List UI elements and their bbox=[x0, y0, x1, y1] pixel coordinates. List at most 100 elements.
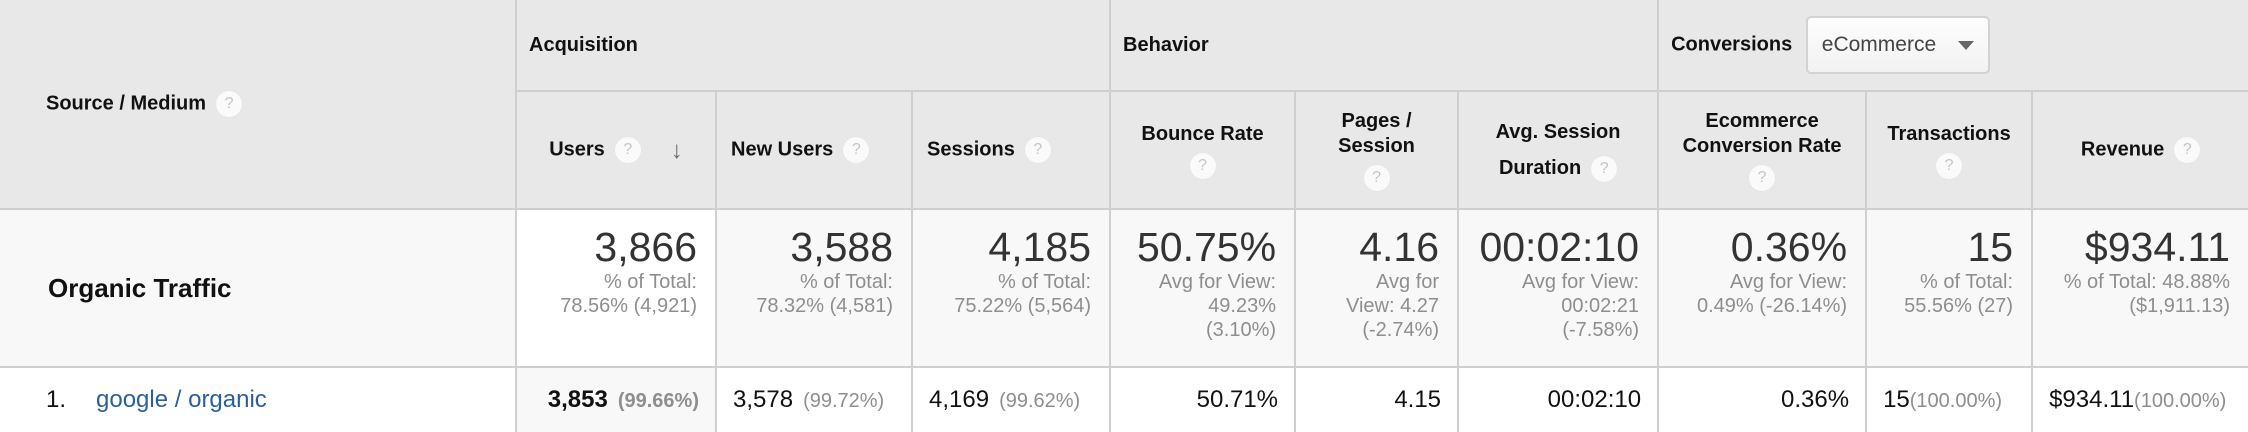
source-medium-link[interactable]: google / organic bbox=[96, 386, 267, 413]
source-medium-label: Source / Medium bbox=[46, 92, 207, 115]
cell-new-users: 3,578 (99.72%) bbox=[715, 366, 913, 432]
cell-value: 3,853 bbox=[547, 386, 608, 413]
new-users-label: New Users bbox=[731, 138, 834, 161]
column-header-row: Users? ↓ New Users? Sessions? Bounce Rate… bbox=[0, 90, 2248, 210]
column-header-pages-session[interactable]: Pages / Session ? bbox=[1294, 90, 1460, 210]
column-header-new-users[interactable]: New Users? bbox=[715, 90, 913, 210]
total-avg-session-duration: 00:02:10 Avg for View: 00:02:21 (-7.58%) bbox=[1457, 208, 1660, 368]
avg-duration-label-line1: Avg. Session bbox=[1495, 121, 1621, 143]
conversions-label: Conversions bbox=[1671, 33, 1793, 56]
cell-value: 15 bbox=[1883, 386, 1910, 413]
total-caption: (-7.58%) bbox=[1562, 319, 1640, 341]
total-new-users: 3,588 % of Total: 78.32% (4,581) bbox=[715, 208, 913, 368]
avg-duration-label-line2: Duration bbox=[1498, 157, 1582, 179]
help-icon[interactable]: ? bbox=[1363, 165, 1390, 191]
total-value: 15 bbox=[1967, 224, 2014, 270]
group-header-behavior: Behavior bbox=[1109, 0, 1660, 92]
pages-session-label-line1: Pages / bbox=[1341, 110, 1412, 132]
total-caption: 55.56% (27) bbox=[1904, 295, 2014, 317]
total-caption: View: 4.27 bbox=[1346, 295, 1440, 317]
cell-bounce-rate: 50.71% bbox=[1109, 366, 1297, 432]
total-caption: % of Total: bbox=[998, 271, 1092, 293]
segment-name: Organic Traffic bbox=[0, 208, 517, 368]
conversions-dropdown[interactable]: eCommerce bbox=[1805, 16, 1990, 74]
group-header-row: Source / Medium? Acquisition Behavior Co… bbox=[0, 0, 2248, 210]
total-transactions: 15 % of Total: 55.56% (27) bbox=[1865, 208, 2034, 368]
total-sessions: 4,185 % of Total: 75.22% (5,564) bbox=[910, 208, 1112, 368]
cell-value: $934.11 bbox=[2049, 386, 2135, 413]
help-icon[interactable]: ? bbox=[1591, 155, 1618, 182]
column-header-revenue[interactable]: Revenue? bbox=[2031, 90, 2248, 210]
column-header-bounce-rate[interactable]: Bounce Rate ? bbox=[1109, 90, 1297, 210]
revenue-label: Revenue bbox=[2080, 138, 2165, 161]
conversions-dropdown-value: eCommerce bbox=[1821, 33, 1937, 56]
total-caption: 78.56% (4,921) bbox=[560, 295, 697, 317]
total-caption: % of Total: bbox=[799, 271, 893, 293]
column-header-users[interactable]: Users? ↓ bbox=[516, 90, 717, 210]
cell-sessions: 4,169 (99.62%) bbox=[910, 366, 1112, 432]
total-caption: Avg for View: bbox=[1729, 271, 1848, 293]
total-caption: (-2.74%) bbox=[1362, 319, 1440, 341]
total-caption: 75.22% (5,564) bbox=[954, 295, 1092, 317]
total-caption: % of Total: 48.88% bbox=[2063, 271, 2231, 293]
sessions-label: Sessions bbox=[927, 138, 1015, 161]
help-icon[interactable]: ? bbox=[2174, 137, 2201, 163]
total-caption: 78.32% (4,581) bbox=[756, 295, 893, 317]
group-header-acquisition: Acquisition bbox=[514, 0, 1112, 92]
help-icon[interactable]: ? bbox=[843, 137, 870, 163]
total-value: $934.11 bbox=[2084, 224, 2231, 270]
total-caption: Avg for bbox=[1376, 271, 1440, 293]
column-header-transactions[interactable]: Transactions ? bbox=[1865, 90, 2034, 210]
cell-transactions: 15(100.00%) bbox=[1865, 366, 2034, 432]
help-icon[interactable]: ? bbox=[1749, 165, 1776, 191]
total-ecommerce-conversion-rate: 0.36% Avg for View: 0.49% (-26.14%) bbox=[1657, 208, 1868, 368]
help-icon[interactable]: ? bbox=[1189, 152, 1216, 179]
total-value: 0.36% bbox=[1730, 224, 1848, 270]
totals-row: Organic Traffic 3,866 % of Total: 78.56%… bbox=[0, 208, 2248, 368]
total-value: 50.75% bbox=[1136, 224, 1277, 270]
sort-descending-icon[interactable]: ↓ bbox=[670, 136, 683, 164]
help-icon[interactable]: ? bbox=[1024, 137, 1051, 163]
group-header-conversions: Conversions eCommerce bbox=[1657, 0, 2248, 92]
total-value: 4,185 bbox=[988, 224, 1092, 270]
cell-percent: (99.66%) bbox=[617, 390, 699, 412]
total-caption: % of Total: bbox=[1920, 271, 2014, 293]
ecom-rate-label-line1: Ecommerce bbox=[1705, 110, 1819, 132]
total-caption: Avg for View: bbox=[1521, 271, 1640, 293]
total-caption: Avg for View: bbox=[1158, 271, 1277, 293]
total-bounce-rate: 50.75% Avg for View: 49.23% (3.10%) bbox=[1109, 208, 1297, 368]
bounce-rate-label: Bounce Rate bbox=[1141, 122, 1264, 145]
users-label: Users bbox=[549, 138, 605, 161]
transactions-label: Transactions bbox=[1887, 122, 2011, 145]
total-caption: 0.49% (-26.14%) bbox=[1696, 295, 1848, 317]
total-users: 3,866 % of Total: 78.56% (4,921) bbox=[515, 208, 717, 368]
ecom-rate-label-line2: Conversion Rate bbox=[1682, 135, 1842, 157]
row-source-medium: 1. google / organic bbox=[0, 366, 517, 432]
cell-value: 4,169 bbox=[929, 386, 990, 413]
total-caption: (3.10%) bbox=[1206, 319, 1277, 341]
help-icon[interactable]: ? bbox=[614, 137, 641, 163]
help-icon[interactable]: ? bbox=[1936, 152, 1963, 179]
total-caption: % of Total: bbox=[603, 271, 697, 293]
total-pages-session: 4.16 Avg for View: 4.27 (-2.74%) bbox=[1294, 208, 1460, 368]
cell-percent: (100.00%) bbox=[1909, 390, 2003, 412]
cell-avg-session-duration: 00:02:10 bbox=[1457, 366, 1660, 432]
total-revenue: $934.11 % of Total: 48.88% ($1,911.13) bbox=[2031, 208, 2248, 368]
help-icon[interactable]: ? bbox=[216, 91, 243, 117]
cell-users: 3,853 (99.66%) bbox=[515, 366, 717, 432]
total-value: 3,866 bbox=[594, 224, 697, 270]
column-header-source-medium[interactable]: Source / Medium? bbox=[0, 0, 517, 210]
pages-session-label-line2: Session bbox=[1338, 135, 1415, 157]
column-header-ecommerce-conversion-rate[interactable]: Ecommerce Conversion Rate ? bbox=[1657, 90, 1868, 210]
total-caption: 49.23% bbox=[1208, 295, 1277, 317]
caret-down-icon bbox=[1957, 40, 1974, 50]
cell-revenue: $934.11(100.00%) bbox=[2031, 366, 2248, 432]
total-value: 4.16 bbox=[1359, 224, 1440, 270]
total-caption: ($1,911.13) bbox=[2129, 295, 2231, 317]
total-value: 3,588 bbox=[790, 224, 893, 270]
row-index: 1. bbox=[46, 386, 67, 413]
column-header-avg-session-duration[interactable]: Avg. Session Duration? bbox=[1457, 90, 1660, 210]
column-header-sessions[interactable]: Sessions? bbox=[910, 90, 1112, 210]
cell-percent: (99.72%) bbox=[803, 390, 885, 412]
